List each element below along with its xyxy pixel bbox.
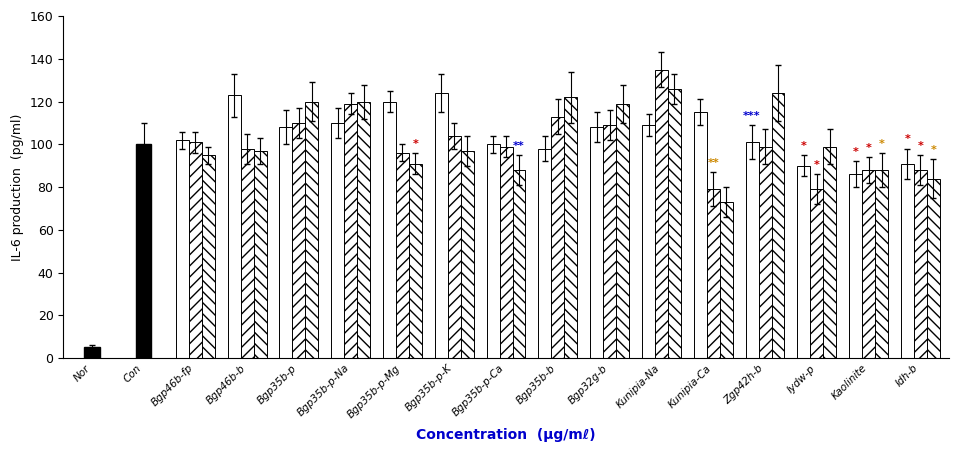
X-axis label: Concentration  (μg/mℓ): Concentration (μg/mℓ) — [417, 428, 596, 442]
Bar — [772, 93, 784, 358]
Text: **: ** — [514, 141, 525, 151]
Bar — [590, 127, 603, 358]
Bar — [901, 164, 914, 358]
Bar — [850, 174, 862, 358]
Bar — [824, 146, 836, 358]
Bar — [914, 170, 926, 358]
Bar — [694, 112, 707, 358]
Bar — [707, 189, 720, 358]
Bar — [616, 104, 629, 358]
Bar — [228, 95, 241, 358]
Bar — [189, 142, 202, 358]
Text: *: * — [413, 139, 419, 149]
Bar — [345, 104, 357, 358]
Bar — [461, 151, 473, 358]
Bar — [357, 101, 371, 358]
Y-axis label: IL-6 production  (pg/ml): IL-6 production (pg/ml) — [12, 113, 24, 261]
Bar — [176, 140, 189, 358]
Text: *: * — [918, 141, 924, 151]
Bar — [668, 89, 681, 358]
Text: ***: *** — [743, 111, 761, 121]
Bar — [487, 145, 499, 358]
Bar — [499, 146, 513, 358]
Bar — [642, 125, 655, 358]
Bar — [564, 97, 577, 358]
Bar — [447, 136, 461, 358]
Text: *: * — [814, 160, 820, 170]
Bar — [926, 178, 940, 358]
Bar — [551, 116, 564, 358]
Bar — [241, 149, 253, 358]
Text: *: * — [852, 147, 858, 157]
Bar — [746, 142, 758, 358]
Text: *: * — [904, 135, 910, 145]
Bar — [798, 166, 810, 358]
Bar — [862, 170, 876, 358]
Bar — [202, 155, 215, 358]
Text: *: * — [930, 145, 936, 155]
Bar — [603, 125, 616, 358]
Bar — [758, 146, 772, 358]
Bar — [279, 127, 293, 358]
Bar — [810, 189, 824, 358]
Bar — [513, 170, 525, 358]
Bar — [720, 202, 732, 358]
Bar — [396, 153, 409, 358]
Bar — [135, 145, 152, 358]
Bar — [655, 70, 668, 358]
Bar — [409, 164, 421, 358]
Bar — [539, 149, 551, 358]
Text: *: * — [866, 143, 872, 153]
Bar — [383, 101, 396, 358]
Text: *: * — [801, 141, 806, 151]
Bar — [84, 347, 100, 358]
Text: *: * — [878, 139, 884, 149]
Bar — [876, 170, 888, 358]
Bar — [293, 123, 305, 358]
Bar — [331, 123, 345, 358]
Text: **: ** — [708, 158, 719, 168]
Bar — [305, 101, 319, 358]
Bar — [253, 151, 267, 358]
Bar — [435, 93, 447, 358]
